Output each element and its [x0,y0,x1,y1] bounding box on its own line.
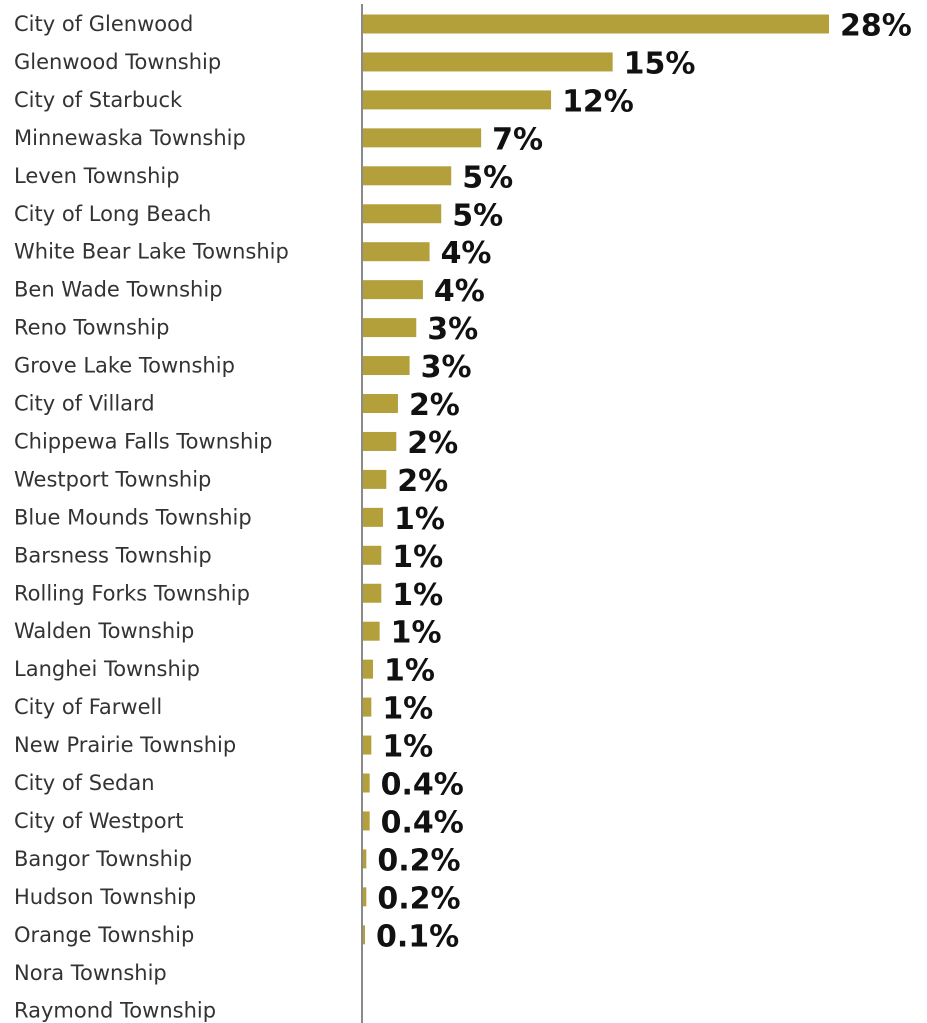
bar [363,166,452,186]
category-label: Grove Lake Township [14,354,235,378]
bar [363,545,382,565]
category-label: Ben Wade Township [14,278,223,302]
category-label: Minnewaska Township [14,126,246,150]
category-label: City of Farwell [14,695,162,719]
category-label: Glenwood Township [14,50,221,74]
data-label: 7% [492,122,543,157]
bar [363,507,383,527]
data-label: 2% [397,464,448,499]
data-label: 1% [394,502,445,537]
category-label: New Prairie Township [14,733,236,757]
bar [363,52,613,72]
category-label: Walden Township [14,619,194,643]
category-label: City of Villard [14,392,155,416]
category-label: Westport Township [14,467,211,491]
bar [363,128,482,148]
category-label: White Bear Lake Township [14,240,289,264]
data-label: 0.1% [376,919,459,954]
bar [363,811,370,831]
data-label: 2% [407,426,458,461]
category-label: Bangor Township [14,847,192,871]
data-label: 3% [427,312,478,347]
data-label: 4% [434,274,485,309]
category-label: City of Long Beach [14,202,211,226]
data-label: 1% [382,730,433,765]
category-label: City of Sedan [14,771,155,795]
category-label: Blue Mounds Township [14,505,252,529]
category-label: Leven Township [14,164,180,188]
bar [363,735,372,755]
bar [363,849,367,869]
data-label: 12% [562,84,634,119]
bar [363,697,372,717]
bar [363,90,552,110]
bar [363,583,382,603]
category-label: City of Glenwood [14,12,193,36]
data-label: 5% [462,160,513,195]
data-label: 28% [840,9,912,44]
category-label: Barsness Township [14,543,212,567]
bar [363,431,397,451]
category-label: Orange Township [14,923,194,947]
bar [363,394,398,413]
bar [363,280,423,300]
category-label: Chippewa Falls Township [14,429,272,453]
category-label: Langhei Township [14,657,200,681]
data-label: 5% [452,198,503,233]
bar [363,469,387,489]
data-label: 1% [384,654,435,689]
category-labels: City of Glenwood Glenwood Township City of… [14,12,289,1023]
value-labels: 28%15%12%7%5%5%4%4%3%3%2%2%2%1%1%1%1%1%1… [376,9,912,955]
category-label: Nora Township [14,961,167,985]
data-label: 2% [409,388,460,423]
data-label: 0.2% [377,843,460,878]
data-label: 15% [624,46,696,81]
bar [363,659,373,679]
bars-layer [363,14,829,945]
bar [363,242,430,262]
data-label: 0.4% [381,768,464,803]
bar [363,318,417,338]
bar [363,204,442,224]
category-label: City of Starbuck [14,88,183,112]
bar [363,887,367,907]
data-label: 1% [392,578,443,613]
data-label: 4% [441,236,492,271]
category-label: Hudson Township [14,885,196,909]
data-label: 3% [421,350,472,385]
bar [363,621,380,641]
data-label: 1% [391,616,442,651]
bar [363,773,370,793]
data-label: 1% [382,692,433,727]
data-label: 1% [392,540,443,575]
bar [363,356,410,376]
data-label: 0.4% [381,805,464,840]
category-label: Rolling Forks Township [14,581,250,605]
category-label: City of Westport [14,809,183,833]
bar [363,925,365,945]
category-label: Reno Township [14,316,169,340]
category-label: Raymond Township [14,999,216,1023]
bar [363,14,829,34]
data-label: 0.2% [377,881,460,916]
